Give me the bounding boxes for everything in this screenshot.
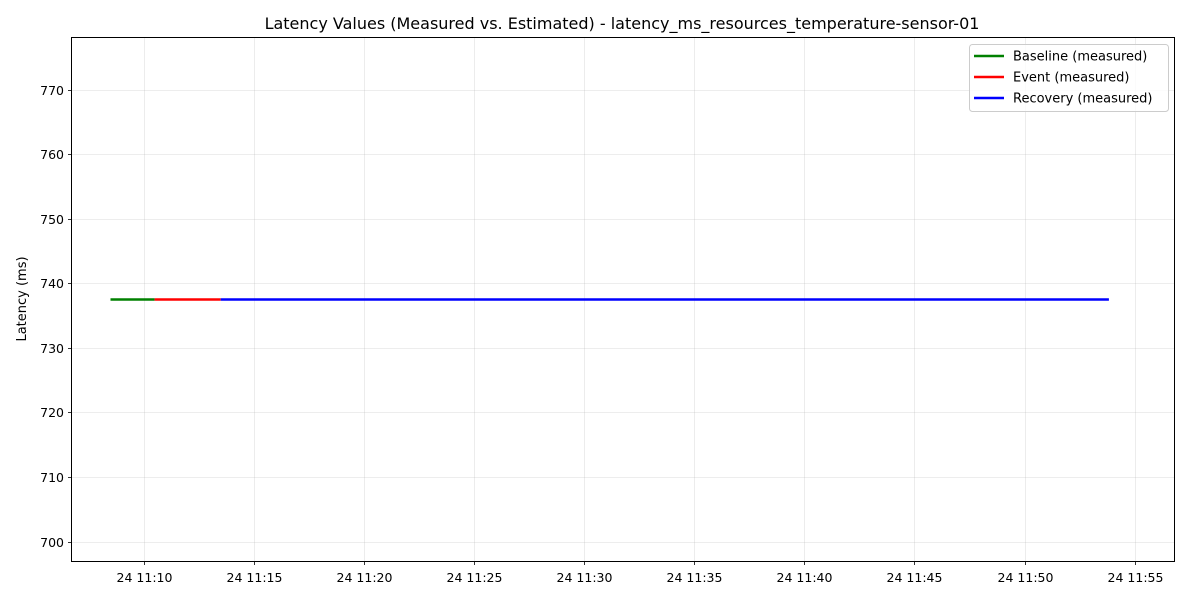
plot-area-frame: [71, 37, 1175, 562]
y-tick-label: 730: [40, 341, 64, 356]
x-tick-label: 24 11:25: [447, 570, 503, 585]
legend: Baseline (measured) Event (measured) Recov…: [969, 44, 1169, 112]
chart-title: Latency Values (Measured vs. Estimated) …: [265, 14, 980, 34]
y-tick-label: 710: [40, 470, 64, 485]
x-tick-label: 24 11:50: [998, 570, 1054, 585]
x-tick-label: 24 11:10: [117, 570, 173, 585]
y-tick-label: 700: [40, 535, 64, 550]
y-tick-label: 750: [40, 212, 64, 227]
y-tick-label: 720: [40, 405, 64, 420]
x-tick-label: 24 11:40: [777, 570, 833, 585]
x-tick-label: 24 11:20: [337, 570, 393, 585]
y-tick-label: 740: [40, 276, 64, 291]
legend-label: Event (measured): [1013, 71, 1129, 86]
x-tick-label: 24 11:15: [227, 570, 283, 585]
x-tick-label: 24 11:45: [887, 570, 943, 585]
legend-box: [969, 44, 1169, 112]
x-tick-label: 24 11:55: [1108, 570, 1164, 585]
ticks: 700 710 720 730 740 750 760 770 24 11:10 24 11:15…: [40, 83, 1163, 585]
y-tick-label: 770: [40, 83, 64, 98]
x-tick-label: 24 11:30: [557, 570, 613, 585]
legend-label: Recovery (measured): [1013, 92, 1153, 107]
legend-label: Baseline (measured): [1013, 50, 1147, 65]
x-tick-label: 24 11:35: [667, 570, 723, 585]
y-tick-label: 760: [40, 147, 64, 162]
y-axis-label: Latency (ms): [15, 256, 30, 341]
